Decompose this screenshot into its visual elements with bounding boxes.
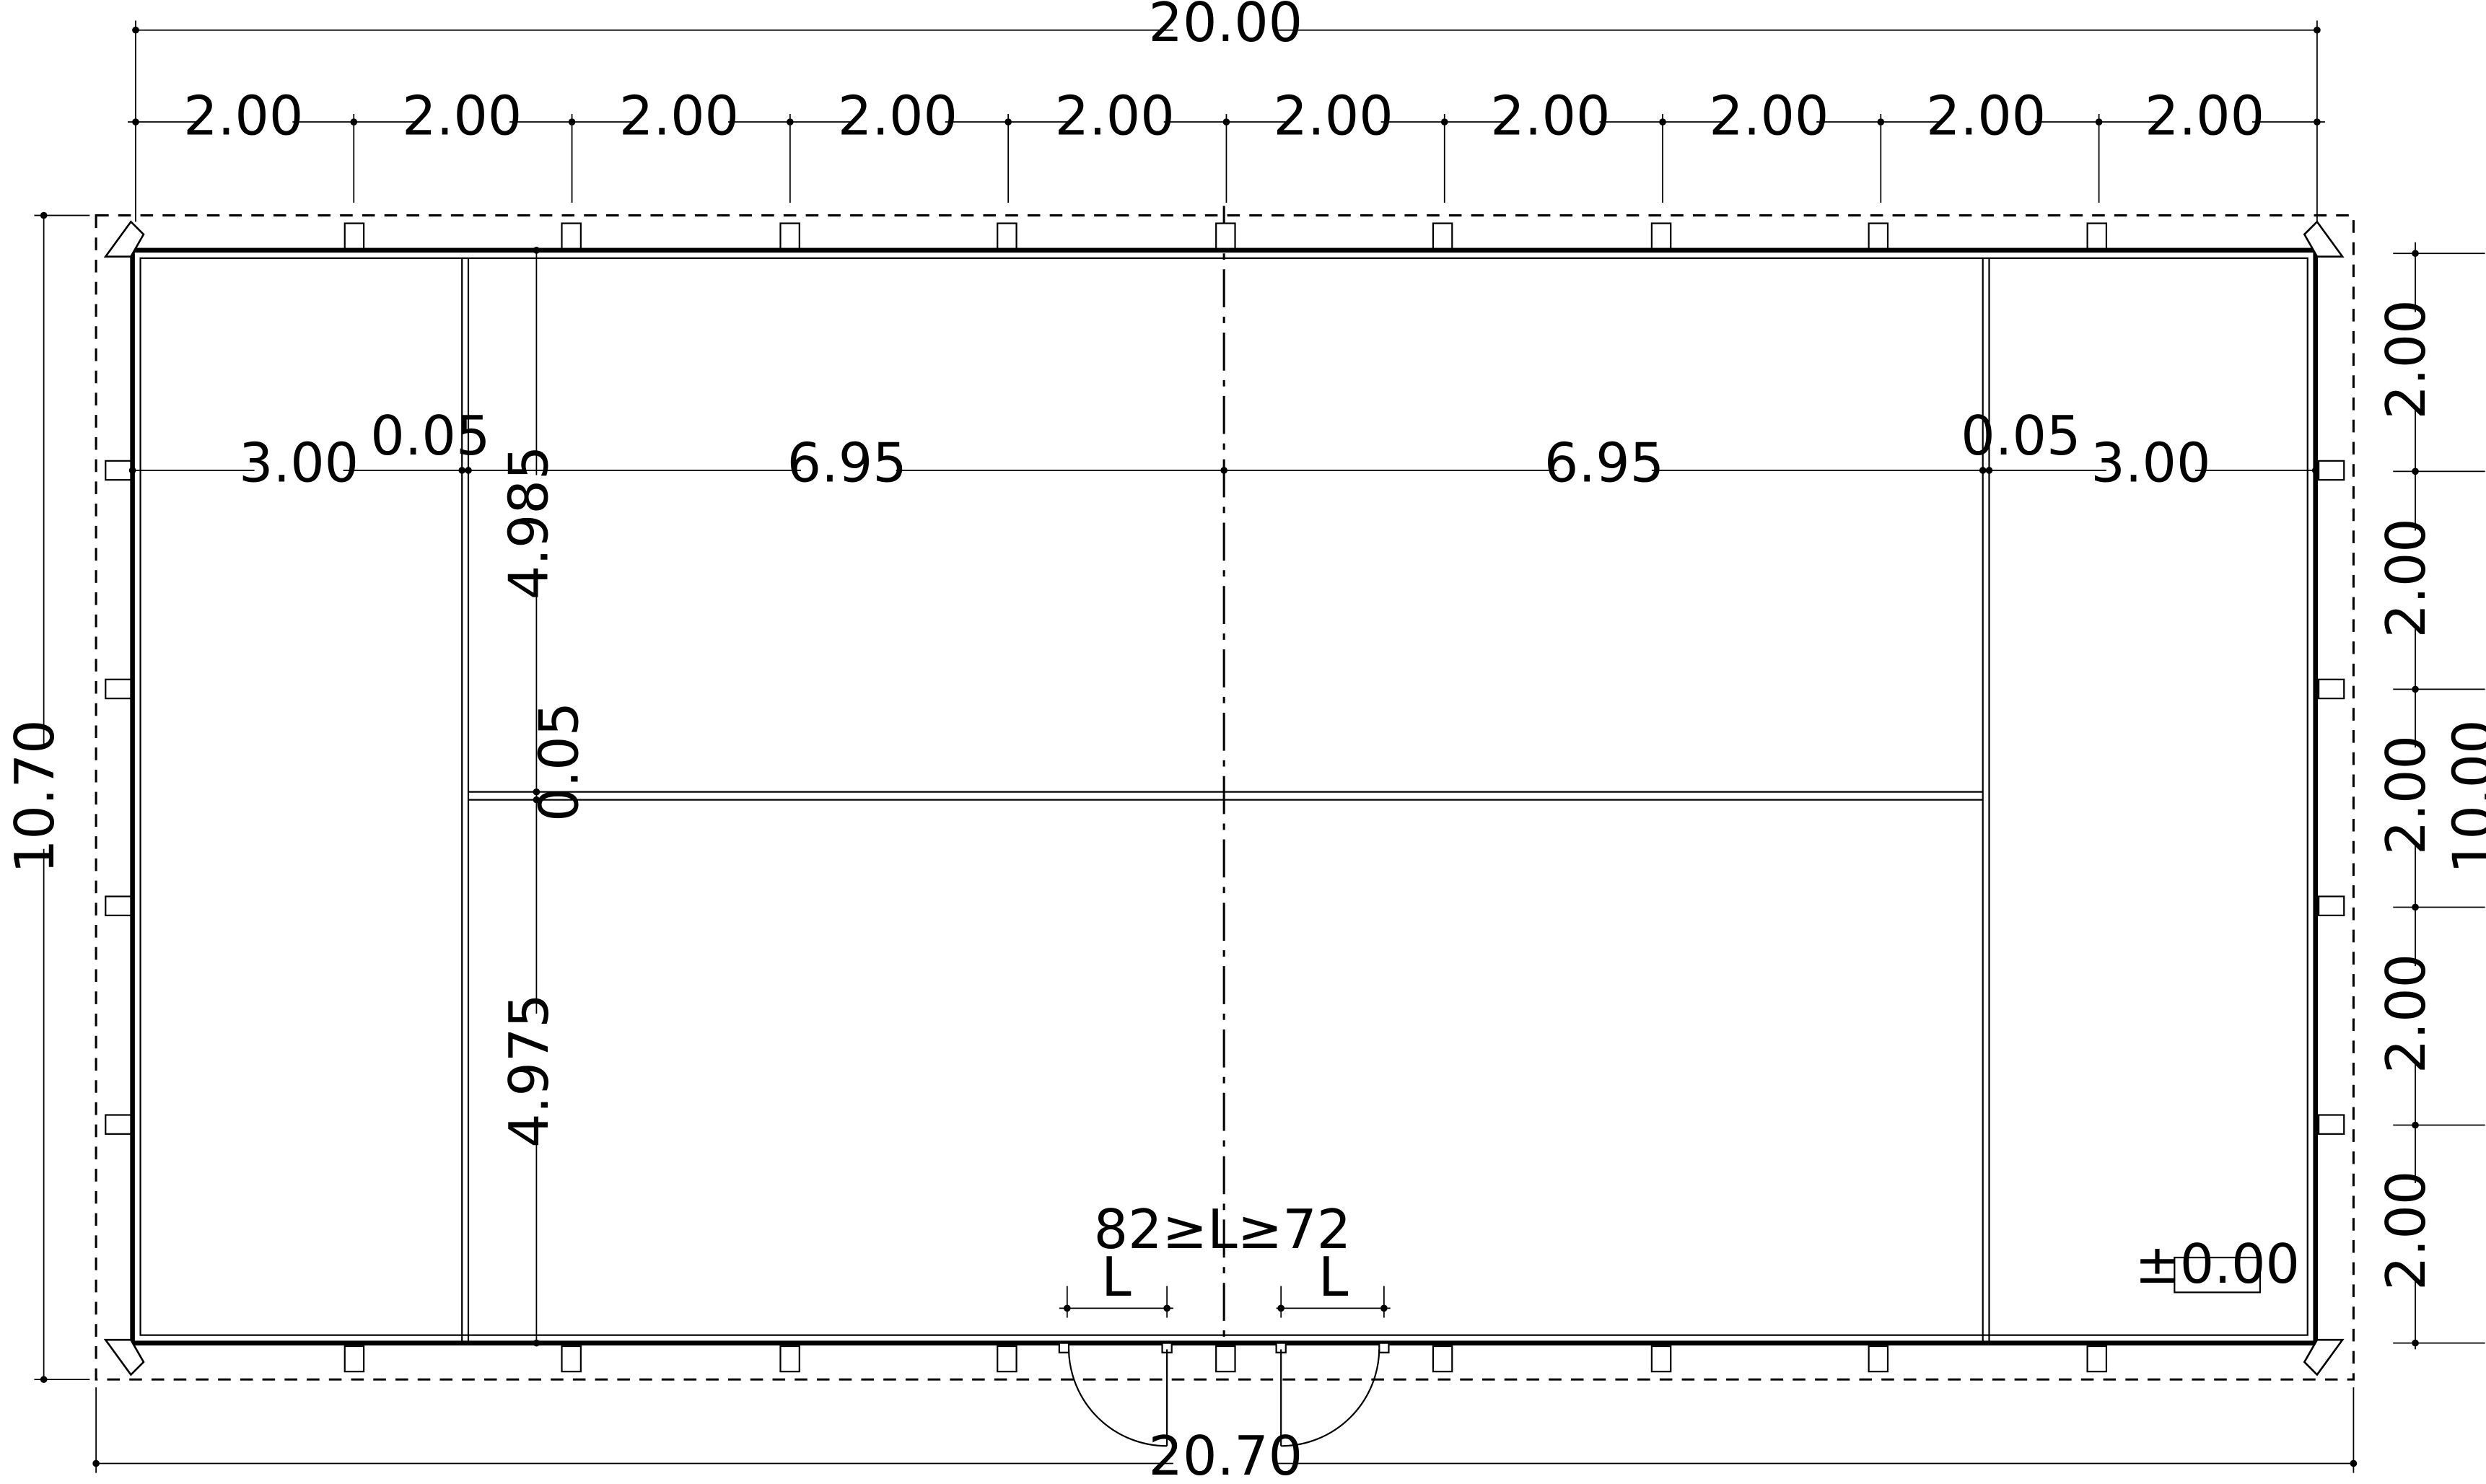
right-module-5: 2.00 [2375, 1171, 2438, 1291]
interior-horizontal-tick [2311, 467, 2319, 474]
left-overall-dimension: 10.70 [4, 719, 66, 874]
door-right-tick [1380, 1304, 1388, 1312]
right-module-tick [2412, 467, 2419, 475]
door-left-tick [1063, 1304, 1071, 1312]
top-module-10: 2.00 [2145, 85, 2264, 148]
interior-horizontal-tick [1220, 467, 1227, 474]
column-brackets-left [105, 460, 132, 1135]
interior-horizontal-tick [458, 467, 466, 474]
top-module-tick [1877, 118, 1885, 126]
lower-room-depth: 4.975 [498, 993, 561, 1148]
right-overall-dimension: 10.00 [2441, 719, 2486, 874]
right-room-width: 3.00 [2091, 431, 2210, 494]
column-brackets-top [343, 222, 2108, 250]
interior-vertical-tick [533, 788, 540, 796]
bottom-overall-dimension: 20.70 [1149, 1425, 1303, 1484]
right-module-3: 2.00 [2375, 735, 2438, 855]
top-module-3: 2.00 [619, 85, 739, 148]
top-module-5: 2.00 [1055, 85, 1175, 148]
center-right-width: 6.95 [1544, 431, 1664, 494]
top-module-tick [787, 118, 794, 126]
door-right-label: L [1318, 1246, 1349, 1309]
top-module-tick [1222, 118, 1230, 126]
right-module-tick [2412, 1339, 2419, 1347]
interior-horizontal-tick [1979, 467, 1987, 474]
doors [1058, 1342, 1390, 1447]
right-module-2: 2.00 [2375, 518, 2438, 638]
right-module-tick [2412, 903, 2419, 911]
right-module-4: 2.00 [2375, 954, 2438, 1074]
interior-vertical-labels: 4.985 0.05 4.975 [498, 446, 591, 1148]
column-brackets-bottom [343, 1345, 2108, 1373]
bottom-overall-tick [92, 1459, 100, 1467]
upper-room-depth: 4.985 [498, 446, 561, 600]
door-right-tick [1277, 1304, 1285, 1312]
top-module-tick [1005, 118, 1012, 126]
left-wall-thickness: 0.05 [370, 405, 490, 467]
top-module-tick [2095, 118, 2103, 126]
right-module-tick [2412, 1121, 2419, 1129]
top-module-9: 2.00 [1926, 85, 2046, 148]
bottom-overall-tick [2350, 1459, 2358, 1467]
right-wall-thickness: 0.05 [1961, 405, 2080, 467]
middle-wall-thickness: 0.05 [528, 702, 590, 822]
outer-wall [130, 247, 2319, 1345]
left-overall-tick [40, 1376, 48, 1383]
top-module-1: 2.00 [183, 85, 303, 148]
column-brackets-right [2318, 460, 2345, 1135]
top-overall-tick [132, 26, 139, 34]
top-module-labels: 2.00 2.00 2.00 2.00 2.00 2.00 2.00 2.00 … [183, 85, 2264, 148]
corner-brackets [103, 220, 2345, 1377]
door-left-tick [1163, 1304, 1170, 1312]
partition-walls [461, 258, 1990, 1343]
left-room-width: 3.00 [239, 431, 359, 494]
interior-vertical-tick [533, 796, 540, 804]
top-module-tick [1659, 118, 1666, 126]
dimension-ticks [40, 26, 2419, 1467]
top-module-tick [1440, 118, 1448, 126]
top-module-tick [568, 118, 576, 126]
top-module-4: 2.00 [838, 85, 958, 148]
level-mark-box [2174, 1256, 2261, 1294]
right-module-1: 2.00 [2375, 299, 2438, 419]
top-module-6: 2.00 [1274, 85, 1393, 148]
interior-horizontal-tick [465, 467, 472, 474]
interior-horizontal-tick [128, 467, 136, 474]
interior-horizontal-labels: 3.00 0.05 6.95 6.95 0.05 3.00 [239, 405, 2210, 494]
right-module-tick [2412, 250, 2419, 258]
top-module-2: 2.00 [402, 85, 522, 148]
footprint-outline [95, 214, 2355, 1381]
right-module-labels: 2.00 2.00 2.00 2.00 2.00 [2375, 299, 2438, 1291]
door-left-label: L [1101, 1246, 1132, 1309]
top-module-8: 2.00 [1709, 85, 1829, 148]
top-module-tick [2314, 118, 2321, 126]
level-mark: ±0.00 [2135, 1233, 2300, 1296]
top-overall-dimension: 20.00 [1149, 0, 1303, 54]
top-overall-tick [2314, 26, 2321, 34]
interior-vertical-tick [533, 1339, 540, 1347]
top-module-tick [132, 118, 139, 126]
interior-vertical-tick [533, 247, 540, 254]
door-width-constraint: 82≥L≥72 [1094, 1198, 1352, 1261]
left-overall-tick [40, 211, 48, 219]
right-module-tick [2412, 685, 2419, 693]
center-left-width: 6.95 [787, 431, 907, 494]
interior-horizontal-tick [1985, 467, 1993, 474]
top-module-tick [350, 118, 358, 126]
top-module-7: 2.00 [1490, 85, 1610, 148]
